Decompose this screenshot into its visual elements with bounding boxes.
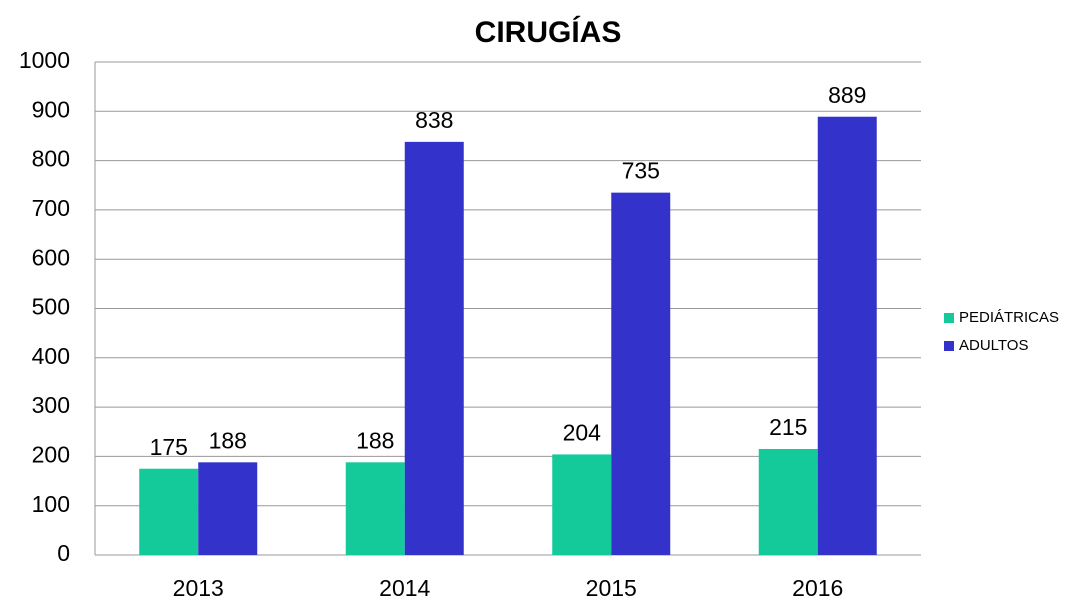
bar (611, 192, 671, 555)
data-label: 175 (150, 434, 188, 460)
y-tick-label: 700 (32, 195, 70, 221)
bar (758, 449, 818, 555)
bar (345, 462, 405, 555)
legend-label: PEDIÁTRICAS (959, 309, 1059, 326)
y-tick-label: 900 (32, 96, 70, 122)
bar (404, 141, 464, 555)
data-label: 838 (415, 107, 453, 133)
y-tick-label: 300 (32, 392, 70, 418)
bar (139, 468, 199, 555)
y-tick-label: 200 (32, 441, 70, 467)
y-tick-label: 400 (32, 343, 70, 369)
y-tick-label: 1000 (19, 47, 70, 73)
x-tick-label: 2013 (173, 575, 224, 601)
y-tick-label: 600 (32, 244, 70, 270)
data-label: 889 (828, 82, 866, 108)
data-label: 215 (769, 414, 807, 440)
x-tick-label: 2016 (792, 575, 843, 601)
y-tick-label: 0 (57, 540, 70, 566)
data-label: 204 (563, 420, 602, 446)
x-tick-label: 2015 (586, 575, 637, 601)
y-tick-label: 100 (32, 491, 70, 517)
data-label: 188 (209, 427, 247, 453)
bar (817, 116, 877, 556)
bar (198, 462, 258, 555)
legend-swatch (944, 313, 954, 323)
legend-swatch (944, 341, 954, 351)
y-tick-label: 800 (32, 146, 70, 172)
data-label: 188 (356, 427, 394, 453)
data-label: 735 (622, 158, 660, 184)
chart-title: CIRUGÍAS (475, 15, 622, 49)
y-tick-label: 500 (32, 294, 70, 320)
legend-label: ADULTOS (959, 337, 1028, 354)
x-tick-label: 2014 (379, 575, 430, 601)
bar (552, 454, 612, 555)
